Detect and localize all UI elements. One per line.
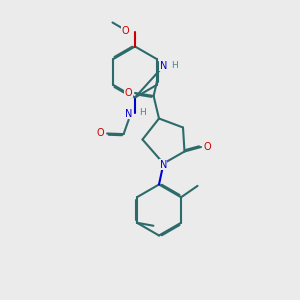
Text: N: N — [160, 160, 167, 170]
Text: O: O — [122, 26, 129, 36]
Text: O: O — [124, 88, 132, 98]
Text: N: N — [125, 109, 132, 119]
Text: O: O — [97, 128, 104, 139]
Text: H: H — [139, 108, 146, 117]
Text: H: H — [171, 61, 178, 70]
Text: N: N — [160, 61, 167, 71]
Text: O: O — [204, 142, 212, 152]
